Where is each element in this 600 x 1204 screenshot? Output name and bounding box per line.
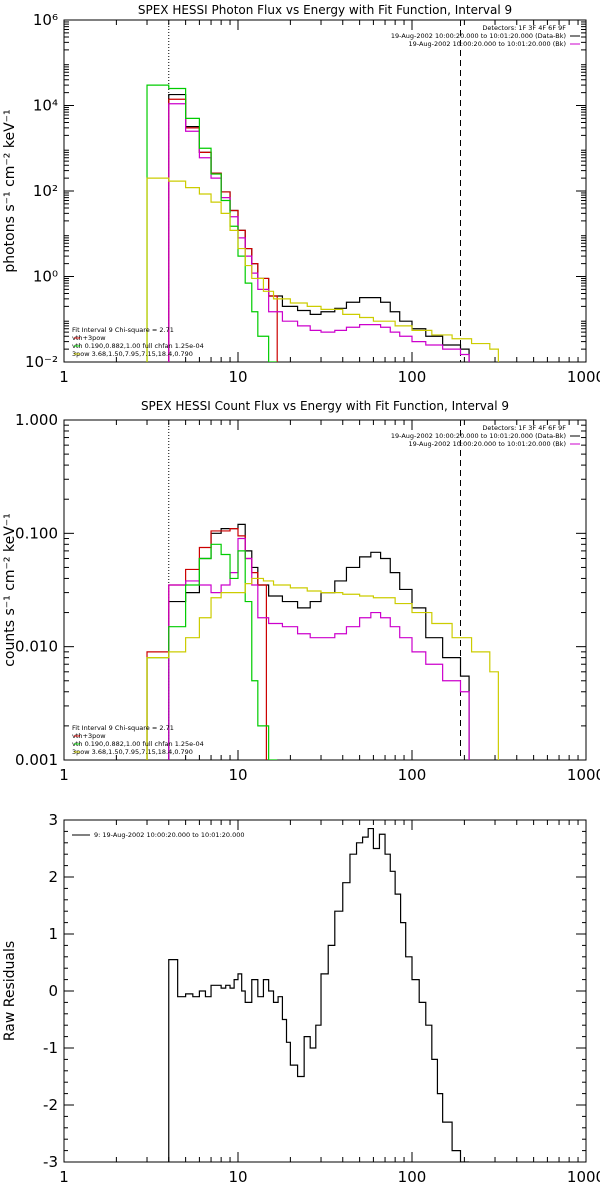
detector-header-line: 19-Aug-2002 10:00:20.000 to 10:01:20.000… [409, 40, 566, 48]
y-tick-label: 10² [33, 182, 58, 200]
y-tick-label: 1.000 [15, 411, 58, 429]
y-tick-label: 10⁻² [25, 353, 58, 371]
y-tick-label: 0 [48, 982, 58, 1000]
x-tick-label: 1 [59, 766, 69, 784]
plot-frame [63, 419, 587, 761]
x-tick-label: 1 [59, 1168, 69, 1186]
series-line-9-19-aug-2002-10-00-20-000-to- [168, 827, 470, 1162]
y-tick-label: 0.100 [15, 524, 58, 542]
detector-header-line: 19-Aug-2002 10:00:20.000 to 10:01:20.000… [409, 440, 566, 448]
x-tick-label: 100 [398, 766, 427, 784]
plot-frame [63, 819, 587, 1163]
series-line-vth [146, 84, 278, 362]
detector-header-line: 19-Aug-2002 10:00:20.000 to 10:01:20.000… [391, 32, 566, 40]
x-tick-label: 100 [398, 1168, 427, 1186]
y-tick-label: 10⁰ [33, 268, 58, 286]
detector-header-line: 19-Aug-2002 10:00:20.000 to 10:01:20.000… [391, 432, 566, 440]
legend-entry: vth 0.190,0.882,1.00 full chfan 1.25e-04 [72, 342, 204, 350]
legend-entry: vth 0.190,0.882,1.00 full chfan 1.25e-04 [72, 740, 204, 748]
series-line-data-bk [168, 523, 470, 760]
y-tick-label: -2 [43, 1096, 58, 1114]
series-line-vth [146, 543, 278, 760]
legend-entry: 9: 19-Aug-2002 10:00:20.000 to 10:01:20.… [94, 831, 245, 839]
series-line-3pow [146, 177, 499, 362]
detector-header-line: Detectors: 1F 3F 4F 6F 9F [482, 24, 566, 32]
x-tick-label: 10 [228, 368, 247, 386]
chart-title: SPEX HESSI Count Flux vs Energy with Fit… [141, 399, 509, 413]
y-tick-label: 10⁴ [33, 97, 58, 115]
series-group [168, 827, 470, 1162]
x-tick-label: 10 [228, 766, 247, 784]
series-line-bk [168, 103, 470, 362]
series-line-3pow [146, 577, 499, 760]
y-tick-label: 10⁶ [33, 11, 58, 29]
x-tick-label: 1 [59, 368, 69, 386]
series-group [146, 523, 499, 760]
y-tick-label: 2 [48, 868, 58, 886]
y-axis-label: Raw Residuals [2, 941, 18, 1041]
chart-title: SPEX HESSI Photon Flux vs Energy with Fi… [138, 3, 512, 17]
y-tick-label: 3 [48, 811, 58, 829]
plot-frame [63, 19, 587, 363]
detector-header-line: Detectors: 1F 3F 4F 6F 9F [482, 424, 566, 432]
y-axis-label: counts s⁻¹ cm⁻² keV⁻¹ [2, 513, 18, 667]
series-group [146, 84, 499, 362]
legend-entry: Fit Interval 9 Chi-square = 2.71 [72, 724, 174, 732]
legend-entry: vth+3pow [72, 334, 106, 342]
y-tick-label: -1 [43, 1039, 58, 1057]
y-tick-label: 0.001 [15, 751, 58, 769]
x-tick-label: 10 [228, 1168, 247, 1186]
photon-flux-panel: SPEX HESSI Photon Flux vs Energy with Fi… [2, 3, 600, 386]
legend-entry: Fit Interval 9 Chi-square = 2.71 [72, 326, 174, 334]
y-axis-label: photons s⁻¹ cm⁻² keV⁻¹ [2, 109, 18, 272]
y-tick-label: 1 [48, 925, 58, 943]
series-line-vth-3pow [168, 98, 278, 362]
legend-entry: 3pow 3.68,1.50,7.95,7.15,18.4,0.790 [72, 350, 193, 358]
count-flux-panel: SPEX HESSI Count Flux vs Energy with Fit… [2, 399, 600, 784]
y-tick-label: 0.010 [15, 638, 58, 656]
legend-entry: 3pow 3.68,1.50,7.95,7.15,18.4,0.790 [72, 748, 193, 756]
series-line-data-bk [168, 93, 470, 362]
series-line-bk [168, 537, 470, 760]
x-tick-label: 100 [398, 368, 427, 386]
legend-entry: vth+3pow [72, 732, 106, 740]
y-tick-label: -3 [43, 1153, 58, 1171]
